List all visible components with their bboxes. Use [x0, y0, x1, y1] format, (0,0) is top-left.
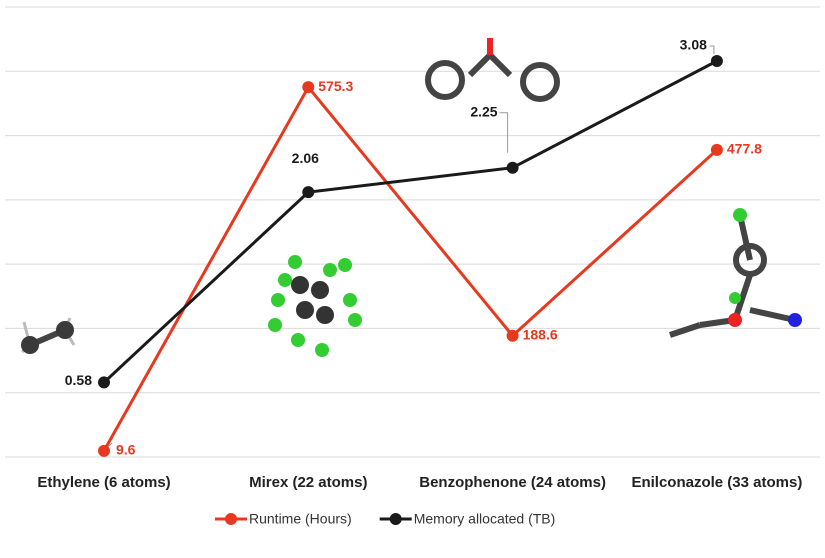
- legend-label: Runtime (Hours): [249, 511, 352, 527]
- x-tick-label: Ethylene (6 atoms): [37, 474, 170, 491]
- point: [302, 81, 315, 94]
- leader-line: [709, 45, 715, 54]
- molecule-enilconazole: [669, 208, 802, 338]
- data-label: 575.3: [318, 78, 353, 94]
- legend-marker: [225, 513, 237, 525]
- legend-item: Memory allocated (TB): [379, 511, 556, 527]
- x-tick-label: Enilconazole (33 atoms): [631, 474, 802, 491]
- data-label: 2.06: [292, 150, 319, 166]
- point: [710, 143, 723, 156]
- point: [506, 329, 519, 342]
- leader-line: [499, 112, 509, 153]
- data-label: 2.25: [470, 103, 497, 119]
- x-tick-label: Benzophenone (24 atoms): [419, 474, 606, 491]
- series-line: [102, 84, 718, 452]
- data-label: 9.6: [116, 442, 136, 458]
- leader-line: [107, 442, 113, 448]
- molecule-mirex: [268, 255, 362, 357]
- data-label: 0.58: [65, 372, 92, 388]
- molecule-benzophenone: [425, 38, 560, 102]
- point: [710, 55, 723, 67]
- series-line: [102, 59, 718, 384]
- x-tick-label: Mirex (22 atoms): [249, 474, 367, 491]
- point: [302, 186, 315, 199]
- legend-marker: [389, 513, 402, 525]
- legend-label: Memory allocated (TB): [414, 511, 556, 527]
- legend-item: Runtime (Hours): [215, 511, 352, 527]
- molecule-ethylene: [21, 317, 76, 354]
- point: [98, 444, 110, 457]
- point: [98, 376, 110, 389]
- data-label: 188.6: [523, 326, 558, 342]
- data-label: 477.8: [727, 141, 762, 157]
- data-label: 3.08: [680, 37, 707, 53]
- point: [506, 161, 519, 174]
